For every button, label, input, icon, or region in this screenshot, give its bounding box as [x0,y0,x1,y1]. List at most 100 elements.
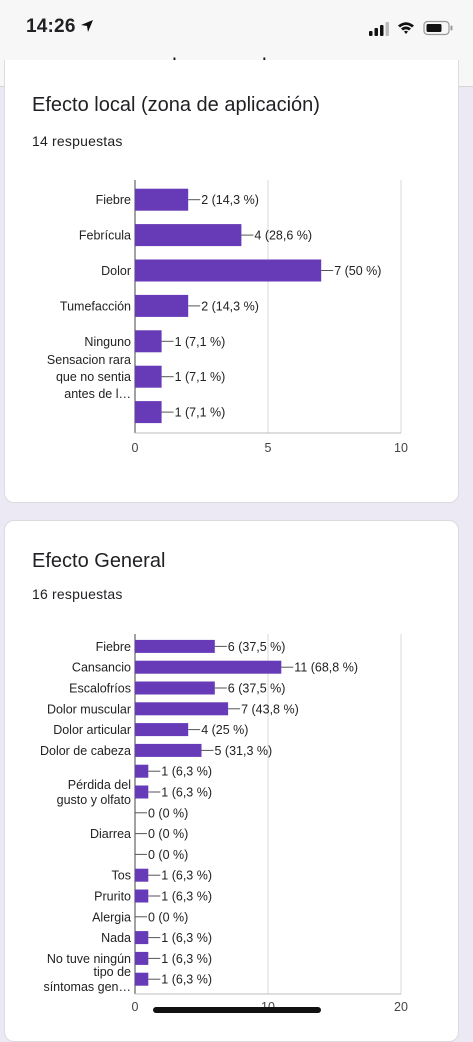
category-label-line: Dolor muscular [47,702,131,716]
bar [135,951,149,965]
bar [135,743,202,757]
category-label: Nada [101,931,131,945]
category-label: Pérdida del gusto y olfato [57,778,131,807]
category-label-line: Dolor [101,264,131,278]
bar [135,785,149,799]
bar [135,972,149,986]
category-label-line: que no sentia [56,370,131,384]
category-label: Dolor muscular [47,702,131,716]
bar [135,681,215,695]
bar-chart-local-effect: 0 5 10 2 (14,3 %) Fiebre 4 (28,6 %) Febrícula 7… [47,180,408,455]
category-label: Sensacion rara que no sentia antes de l… [47,353,131,401]
data-label: 5 (31,3 %) [215,744,273,758]
data-label: 6 (37,5 %) [228,682,286,696]
bar [135,401,162,424]
category-label: No tuve ningún [47,952,131,966]
data-label: 11 (68,8 %) [294,661,358,675]
category-label-line: Diarrea [90,827,131,841]
data-label: 1 (7,1 %) [175,370,226,384]
data-label: 7 (50 %) [334,264,381,278]
category-label-line: Ninguno [84,335,131,349]
category-label: Diarrea [90,827,131,841]
category-label-line: Sensacion rara [47,353,131,367]
category-label: Alergia [92,910,131,924]
bar [135,702,229,716]
bar [135,660,282,674]
response-count: 16 respuestas [32,586,123,602]
category-label: tipo de síntomas gen… [43,965,131,994]
category-label-line: Tumefacción [60,299,131,313]
category-label-line: Prurito [94,890,131,904]
question-card-general-effect: Efecto General 16 respuestas 010206 (37,… [4,520,459,1042]
category-label-line: Dolor articular [53,723,131,737]
bar [135,188,189,211]
category-label: Fiebre [96,640,131,654]
data-label: 0 (0 %) [148,848,188,862]
data-label: 1 (6,3 %) [161,931,212,945]
category-label: Prurito [94,890,131,904]
question-title: Efecto local (zona de aplicación) [32,94,320,116]
category-label-line: No tuve ningún [47,952,131,966]
data-label: 0 (0 %) [148,827,188,841]
data-label: 2 (14,3 %) [201,299,259,313]
bar [135,224,242,247]
status-time: 14:26 [26,16,76,37]
category-label-line: Cansancio [72,661,131,675]
x-tick-label: 20 [394,1000,408,1014]
home-indicator [153,1007,321,1013]
category-label-line: Escalofríos [69,682,131,696]
question-card-local-effect: Efecto local (zona de aplicación) 14 res… [4,60,459,503]
category-label-line: Febrícula [79,229,131,243]
bar [135,889,149,903]
x-tick-label: 0 [132,441,139,455]
data-label: 0 (0 %) [148,910,188,924]
question-title: Efecto General [32,550,166,572]
battery-icon [423,20,453,36]
data-label: 1 (6,3 %) [161,890,212,904]
category-label-line: Alergia [92,910,131,924]
data-label: 2 (14,3 %) [201,193,259,207]
data-label: 1 (6,3 %) [161,973,212,987]
bar [135,723,189,737]
data-label: 1 (6,3 %) [161,765,212,779]
data-label: 1 (7,1 %) [175,335,226,349]
bar [135,259,322,282]
category-label-line: gusto y olfato [57,793,131,807]
bar [135,365,162,388]
wifi-icon [398,22,414,34]
category-label: Fiebre [96,193,131,207]
x-tick-label: 10 [394,441,408,455]
category-label: Escalofríos [69,682,131,696]
location-arrow-icon [81,20,93,32]
category-label: Febrícula [79,229,131,243]
category-label-line: Nada [101,931,131,945]
category-label-line: Pérdida del [68,778,131,792]
category-label: Tumefacción [60,299,131,313]
data-label: 1 (6,3 %) [161,869,212,883]
bar [135,764,149,778]
category-label-line: antes de l… [64,387,131,401]
data-label: 0 (0 %) [148,806,188,820]
data-label: 4 (28,6 %) [254,229,312,243]
category-label: Ninguno [84,335,131,349]
category-label-line: Fiebre [96,640,131,654]
x-tick-label: 5 [265,441,272,455]
category-label-line: Tos [112,869,131,883]
status-bar: 14:26 [0,0,473,48]
status-icons [369,20,453,36]
category-label: Dolor [101,264,131,278]
response-count: 14 respuestas [32,133,123,149]
bar [135,639,215,653]
category-label-line: tipo de [93,965,131,979]
data-label: 1 (7,1 %) [175,406,226,420]
category-label: Dolor articular [53,723,131,737]
bar [135,330,162,353]
category-label-line: Fiebre [96,193,131,207]
x-tick-label: 0 [132,1000,139,1014]
data-label: 1 (6,3 %) [161,952,212,966]
category-label: Tos [112,869,131,883]
category-label-line: síntomas gen… [43,980,131,994]
bar [135,868,149,882]
bar [135,294,189,317]
